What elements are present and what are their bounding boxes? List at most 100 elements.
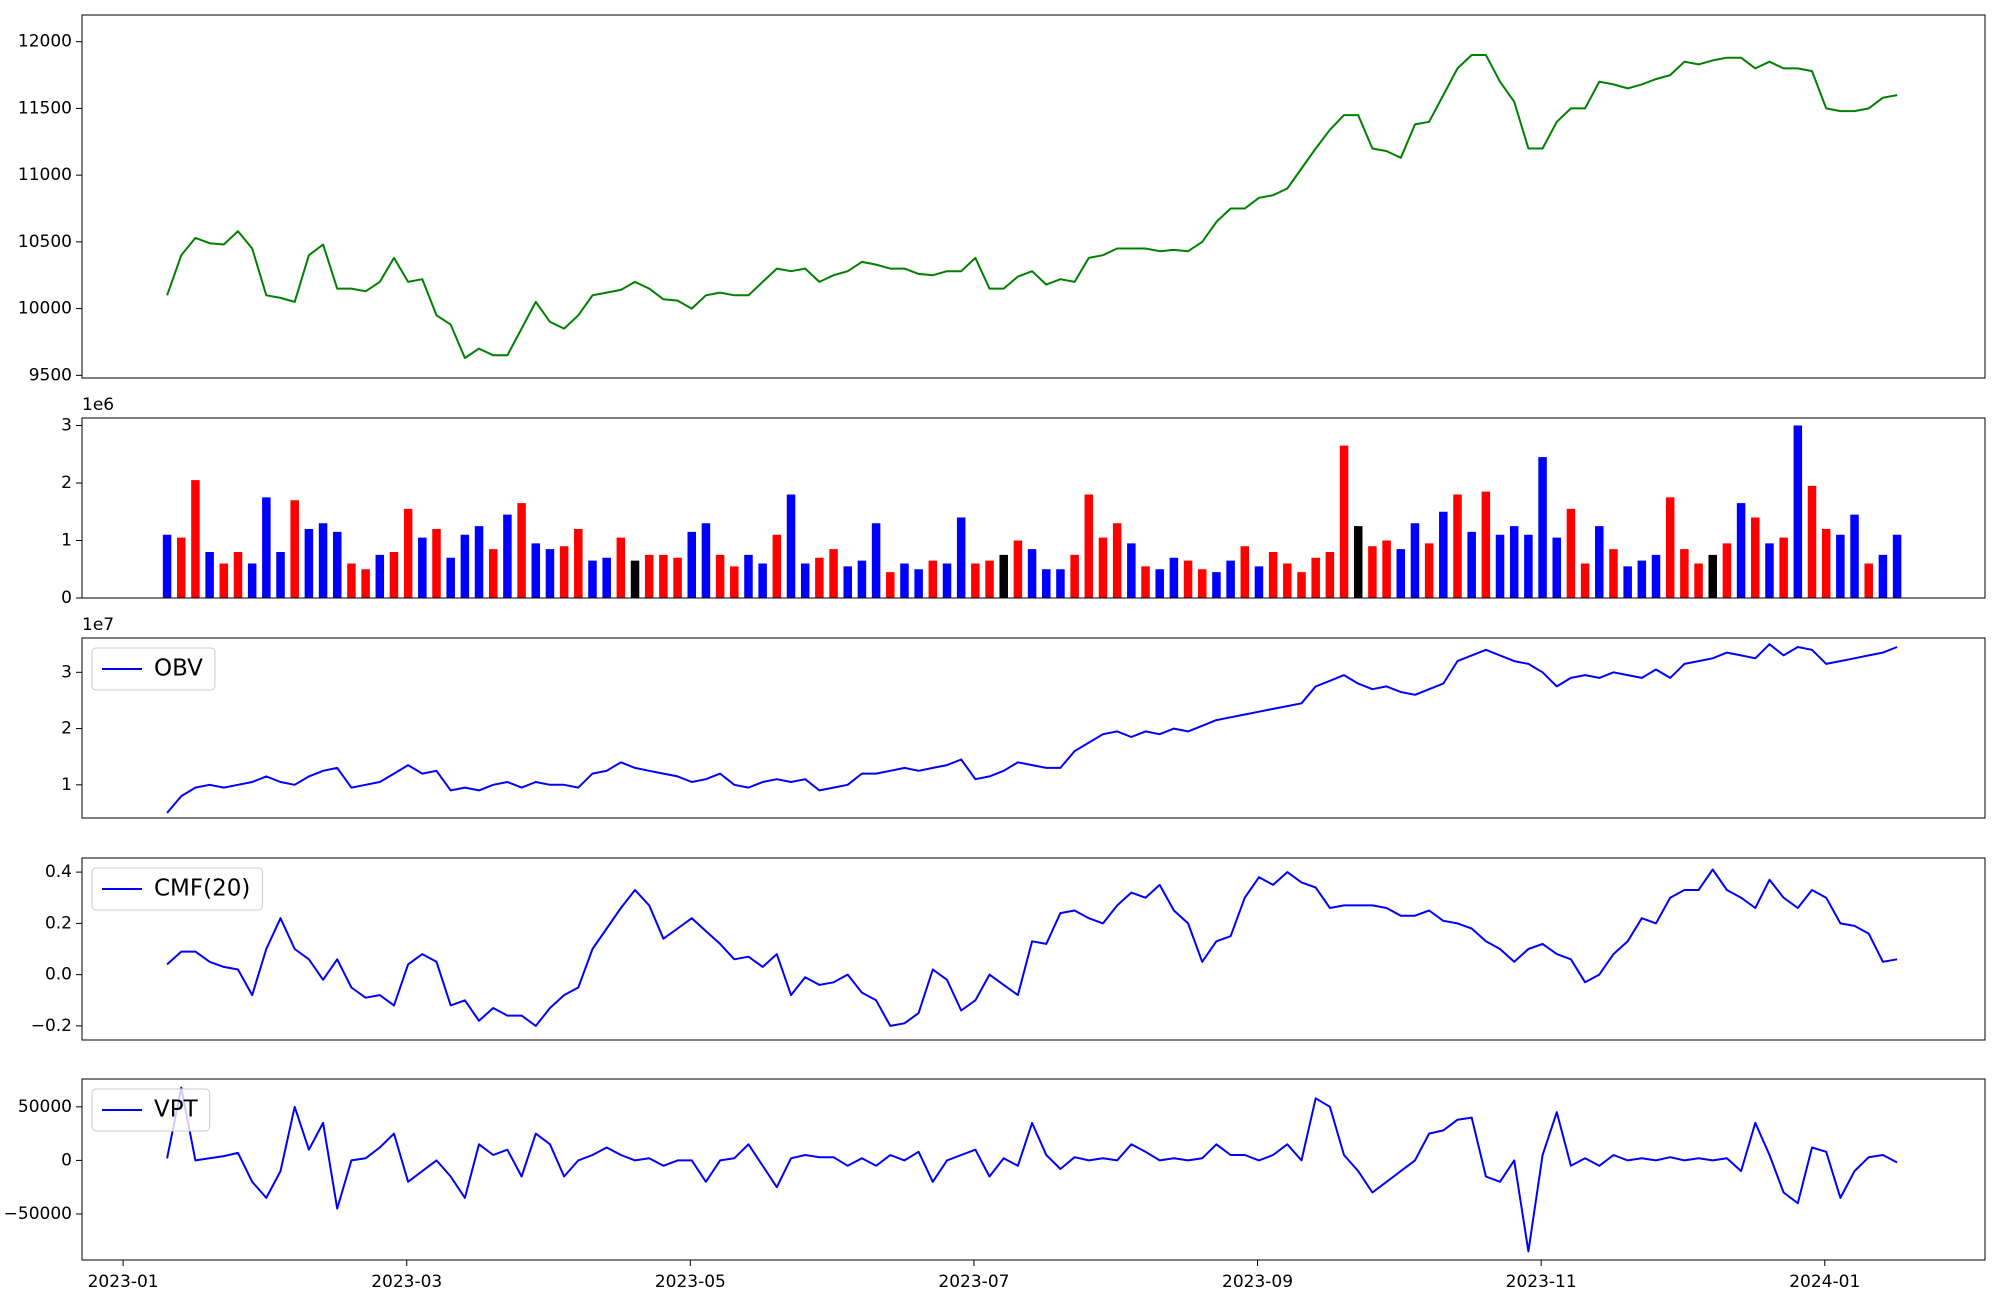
volume-bar	[602, 557, 611, 598]
volume-bar	[730, 566, 739, 598]
volume-bar	[559, 546, 569, 598]
volume-bar	[1240, 546, 1250, 598]
volume-bar	[1765, 543, 1774, 598]
y-tick-label: 10500	[18, 232, 72, 252]
y-tick-label: 1	[61, 775, 72, 795]
volume-bar	[276, 551, 285, 598]
volume-bar	[1665, 497, 1675, 598]
volume-bar	[1651, 554, 1661, 598]
volume-bar	[1481, 491, 1491, 598]
volume-bar	[1538, 457, 1547, 598]
volume-bar	[1056, 569, 1065, 598]
volume-bar	[999, 554, 1008, 598]
volume-bar	[928, 560, 938, 598]
volume-bar	[800, 563, 810, 598]
axes-frame	[81, 417, 1986, 599]
y-tick-label: 50000	[18, 1097, 72, 1117]
volume-bar	[701, 523, 711, 598]
volume-bar	[772, 534, 782, 598]
volume-bar	[1509, 526, 1519, 598]
volume-bar	[403, 508, 413, 598]
volume-bar	[1155, 569, 1164, 598]
x-tick-label: 2023-01	[88, 1272, 159, 1292]
x-tick-label: 2024-01	[1789, 1272, 1860, 1292]
volume-bar	[1680, 549, 1689, 598]
volume-bar	[1410, 523, 1420, 598]
volume-bar	[432, 528, 441, 598]
y-tick-label: 0	[61, 1150, 72, 1170]
volume-bar	[914, 569, 923, 598]
volume-bar	[1736, 503, 1746, 598]
volume-bar	[1013, 540, 1023, 598]
volume-bar	[1722, 543, 1732, 598]
volume-bar	[162, 534, 172, 598]
volume-bar	[290, 500, 299, 598]
volume-bar	[1141, 566, 1150, 598]
volume-bar	[1325, 551, 1335, 598]
volume-bar	[1070, 554, 1079, 598]
volume-bar	[219, 563, 229, 598]
volume-bar	[1850, 514, 1859, 598]
volume-bar	[233, 551, 243, 598]
volume-bar	[659, 554, 668, 598]
y-tick-label: 11000	[18, 165, 72, 185]
y-tick-label: 2	[61, 473, 72, 493]
volume-bar	[744, 554, 753, 598]
x-tick-label: 2023-03	[371, 1272, 442, 1292]
x-tick-label: 2023-11	[1506, 1272, 1577, 1292]
volume-bar	[644, 554, 654, 598]
volume-bar	[347, 563, 356, 598]
volume-bar	[503, 514, 512, 598]
volume-bar	[616, 537, 626, 598]
volume-bar	[1226, 560, 1235, 598]
y-tick-label: 0.4	[45, 862, 72, 882]
y-tick-label: 10000	[18, 299, 72, 319]
series-line	[166, 643, 1898, 814]
volume-bar	[886, 572, 895, 598]
axes-frame	[81, 14, 1986, 379]
y-tick-label: 0.2	[45, 913, 72, 933]
y-tick-label: 2	[61, 719, 72, 739]
volume-bar	[262, 497, 271, 598]
volume-bar	[375, 554, 385, 598]
volume-bar	[1878, 554, 1888, 598]
volume-bar	[1495, 534, 1505, 598]
volume-bar	[304, 528, 314, 598]
volume-bar	[1623, 566, 1632, 598]
y-tick-label: 0	[61, 588, 72, 608]
volume-bar	[1183, 560, 1193, 598]
volume-bar	[1807, 485, 1817, 598]
volume-bar	[1836, 534, 1845, 598]
volume-bar	[1609, 549, 1618, 598]
volume-bar	[1439, 511, 1448, 598]
volume-bar	[1694, 563, 1703, 598]
volume-bar	[1595, 526, 1604, 598]
volume-bar	[1353, 526, 1363, 598]
volume-bar	[531, 543, 541, 598]
y-tick-label: −0.2	[31, 1016, 72, 1036]
volume-bar	[1197, 569, 1207, 598]
volume-bar	[332, 531, 342, 598]
volume-bar	[1042, 569, 1051, 598]
volume-bar	[815, 557, 824, 598]
volume-bar	[460, 534, 470, 598]
volume-bar	[318, 523, 328, 598]
volume-bar	[1311, 557, 1320, 598]
volume-bar	[1127, 543, 1136, 598]
volume-bar	[1751, 517, 1760, 598]
y-tick-label: 11500	[18, 98, 72, 118]
series-line	[166, 1086, 1898, 1253]
volume-bar	[1566, 508, 1576, 598]
volume-bar	[488, 549, 498, 598]
volume-bar	[1268, 551, 1278, 598]
x-tick-label: 2023-07	[938, 1272, 1009, 1292]
axis-offset-label: 1e6	[82, 395, 114, 415]
volume-bar	[389, 551, 399, 598]
volume-bar	[843, 566, 852, 598]
legend-box	[91, 647, 216, 691]
volume-bar	[418, 537, 427, 598]
volume-bar	[474, 526, 484, 598]
volume-bar	[630, 560, 640, 598]
